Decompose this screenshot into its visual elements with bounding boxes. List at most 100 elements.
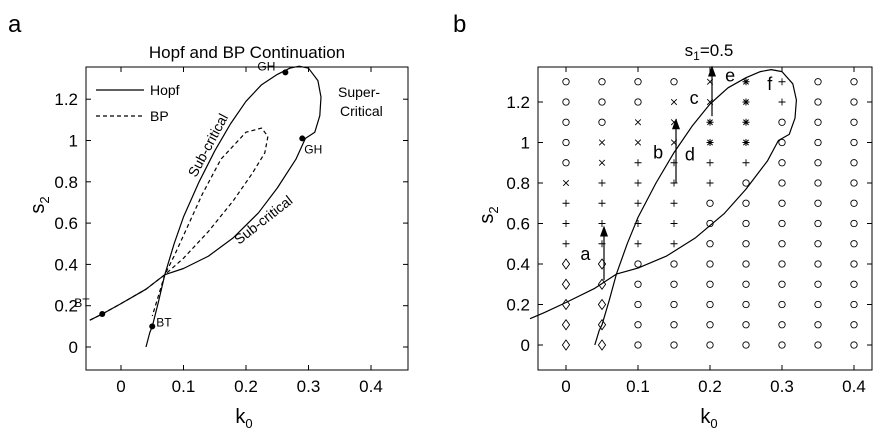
circle-marker [850,78,858,86]
panel-a-axes-frame [85,66,409,371]
circle-marker [706,280,714,288]
cross-marker [634,119,642,126]
panel-b-xtick-label: 0.3 [770,377,794,396]
circle-marker [814,179,822,187]
bt-point [99,310,106,317]
circle-marker [778,138,786,147]
circle-marker [742,179,750,187]
circle-marker [814,280,822,288]
panel-a-ytick-label: 0 [69,338,78,357]
gh-point [299,135,306,142]
plus-marker [670,240,678,248]
circle-marker [778,300,786,309]
circle-marker [814,321,822,329]
panel-a-xtick-label: 0.3 [297,377,321,396]
plus-marker [706,179,714,187]
plus-marker [778,98,786,106]
circle-marker [706,321,714,329]
panel-a-xtick-label: 0.4 [359,377,383,396]
plus-marker [634,240,642,248]
circle-marker [742,321,750,329]
panel-b: b s1=0.5 0 0.1 0.2 0.3 0.400.20.40.60.811.2 … [453,11,873,431]
circle-marker [598,78,606,86]
circle-marker [814,138,822,147]
arrow-b-head [672,118,680,130]
arrow-label-d: d [685,145,695,165]
circle-marker [814,159,822,167]
arrow-c-head [708,65,716,77]
panel-a-title: Hopf and BP Continuation [149,43,345,62]
diamond-marker [561,258,571,270]
arrow-label-e: e [725,66,735,86]
circle-marker [850,300,858,309]
annotation-sub-critical-lower: Sub-critical [231,192,295,247]
circle-marker [850,341,858,349]
circle-marker [778,159,786,167]
circle-marker [634,300,642,309]
circle-marker [814,341,822,349]
circle-marker [706,260,714,268]
cross-marker [598,159,606,166]
panel-b-ytick-label: 1 [521,134,530,153]
cross-marker [562,179,570,187]
panel-b-xtick-label: 0.1 [626,377,650,396]
circle-marker [850,240,858,248]
circle-marker [670,260,678,268]
panel-b-ytick-label: 0.6 [506,215,530,234]
panel-b-label: b [453,11,466,38]
plus-marker [670,220,678,227]
circle-marker [634,78,642,86]
panel-a-ytick-label: 0.2 [54,297,78,316]
plus-marker [634,159,642,167]
circle-marker [562,138,570,147]
plus-marker [778,78,786,86]
panel-a-label: a [8,11,22,38]
arrow-a-head [600,225,608,237]
bt-point-label: BT [156,315,172,329]
annotation-super-critical-1: Super- [338,84,380,100]
panel-b-axes-frame [537,66,873,371]
arrow-label-f: f [767,74,773,94]
plus-marker [634,199,642,207]
cross-marker [598,139,606,146]
circle-marker [670,280,678,288]
panel-b-ytick-label: 1.2 [506,93,530,112]
legend-bp-label: BP [150,108,169,124]
plus-marker [562,240,570,248]
plus-marker [598,220,606,227]
circle-marker [634,260,642,268]
circle-marker [634,341,642,349]
plus-marker [670,199,678,207]
annotation-super-critical-2: Critical [340,103,383,119]
circle-marker [814,118,822,126]
diamond-marker [597,298,607,311]
circle-marker [778,179,786,187]
circle-marker [670,341,678,349]
diamond-marker [597,318,607,331]
panel-a-ytick-label: 1 [69,132,78,151]
circle-marker [850,280,858,288]
annotation-sub-critical-upper: Sub-critical [185,111,232,180]
panel-a-xtick-label: 0.2 [234,377,258,396]
circle-marker [850,138,858,147]
circle-marker [562,98,570,106]
bp-curve [89,127,269,321]
circle-marker [778,240,786,248]
panel-b-title: s1=0.5 [685,41,734,63]
star-marker [706,139,714,146]
gh-point-label: GH [304,142,322,156]
circle-marker [850,98,858,106]
circle-marker [742,199,750,207]
circle-marker [778,219,786,228]
arrow-label-a: a [580,244,591,264]
panel-b-xtick-label: 0 [561,377,570,396]
panel-a-ytick-label: 0.8 [54,173,78,192]
circle-marker [670,300,678,309]
star-marker [742,139,750,146]
circle-marker [598,98,606,106]
plus-marker [634,179,642,187]
circle-marker [634,280,642,288]
circle-marker [706,240,714,248]
panel-a-points: GH GH BT BT [74,59,322,330]
